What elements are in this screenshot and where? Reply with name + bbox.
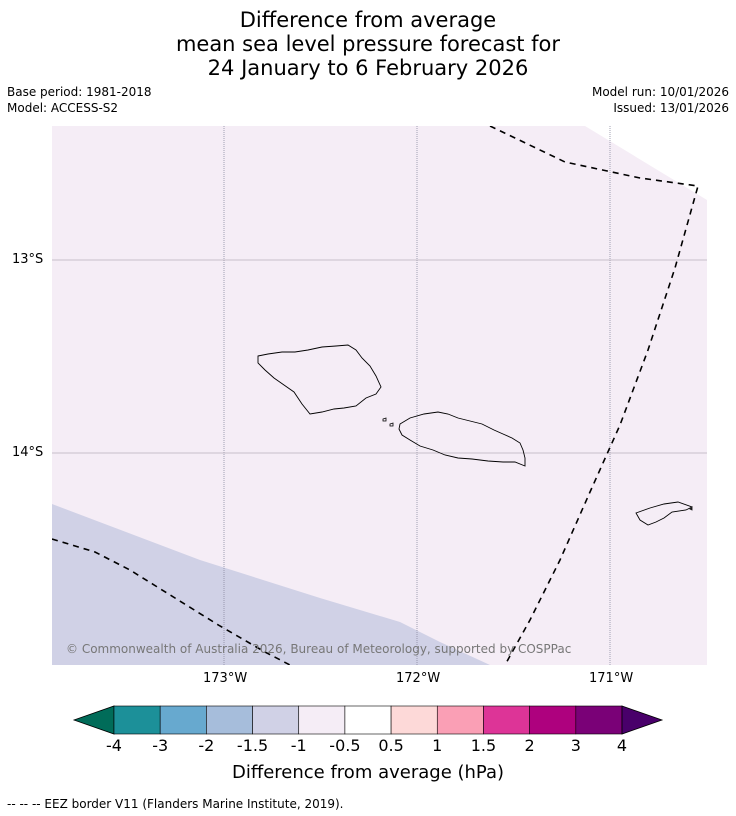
- eez-border-southwest: [52, 538, 291, 665]
- colorbar-segment: [298, 705, 346, 735]
- island-upolu: [398, 411, 526, 467]
- colorbar-tick-label: 4: [616, 736, 628, 755]
- colorbar-tick-label: -2: [198, 736, 215, 755]
- colorbar-tick-label: -1.5: [236, 736, 269, 755]
- lon-label-173w: 173°W: [203, 671, 248, 686]
- island-tutuila: [635, 501, 694, 526]
- colorbar-segment: [390, 705, 438, 735]
- issued-date: Issued: 13/01/2026: [613, 101, 729, 115]
- meta-left: Base period: 1981-2018 Model: ACCESS-S2: [7, 84, 152, 116]
- lon-label-171w: 171°W: [589, 671, 634, 686]
- meta-right: Model run: 10/01/2026 Issued: 13/01/2026: [592, 84, 729, 116]
- island-manono: [382, 417, 387, 422]
- lon-label-172w: 172°W: [396, 671, 441, 686]
- colorbar-title: Difference from average (hPa): [231, 762, 505, 783]
- title-line-3: 24 January to 6 February 2026: [207, 56, 529, 80]
- map-area: [52, 126, 707, 665]
- copyright-notice: © Commonwealth of Australia 2026, Bureau…: [66, 642, 571, 656]
- colorbar-tick-label: -1: [290, 736, 307, 755]
- colorbar-tick-label: -0.5: [329, 736, 361, 755]
- colorbar: [72, 705, 664, 735]
- colorbar-extend-high: [621, 705, 664, 735]
- colorbar-segment: [252, 705, 300, 735]
- colorbar-tick-label: 1: [432, 736, 443, 755]
- colorbar-tick-label: -3: [152, 736, 169, 755]
- chart-title: Difference from average mean sea level p…: [0, 8, 736, 80]
- colorbar-segment: [206, 705, 253, 735]
- colorbar-segment: [344, 705, 392, 735]
- colorbar-tick-label: 1.5: [470, 736, 497, 755]
- base-period: Base period: 1981-2018: [7, 85, 152, 99]
- model-run: Model run: 10/01/2026: [591, 85, 729, 99]
- colorbar-segment: [436, 705, 484, 735]
- colorbar-tick-label: 2: [524, 736, 535, 755]
- colorbar-segment: [575, 705, 623, 735]
- anomaly-region-m05-to-m1: [52, 126, 707, 665]
- colorbar-tick-label: 3: [570, 736, 581, 755]
- colorbar-segment: [113, 705, 161, 735]
- title-line-2: mean sea level pressure forecast for: [175, 32, 561, 56]
- eez-border-north: [489, 126, 700, 665]
- colorbar-extend-low: [72, 705, 115, 735]
- island-savaii: [257, 344, 382, 415]
- island-apolima: [389, 422, 394, 427]
- model-name: Model: ACCESS-S2: [7, 101, 119, 115]
- anomaly-region-m1-to-m15: [52, 504, 490, 665]
- colorbar-segment: [159, 705, 207, 735]
- island-aunuu: [689, 507, 693, 511]
- title-line-1: Difference from average: [239, 8, 497, 32]
- eez-legend: -- -- -- EEZ border V11 (Flanders Marine…: [7, 797, 344, 811]
- lat-label-13s: 13°S: [12, 252, 44, 267]
- colorbar-tick-label: -4: [106, 736, 122, 755]
- colorbar-segment: [483, 705, 530, 735]
- lat-label-14s: 14°S: [12, 445, 44, 460]
- colorbar-tick-label: 0.5: [378, 736, 404, 755]
- colorbar-segment: [529, 705, 577, 735]
- colorbar-tick-labels: -4 -3 -2 -1.5 -1 -0.5 0.5 1 1.5 2 3 4: [0, 736, 736, 756]
